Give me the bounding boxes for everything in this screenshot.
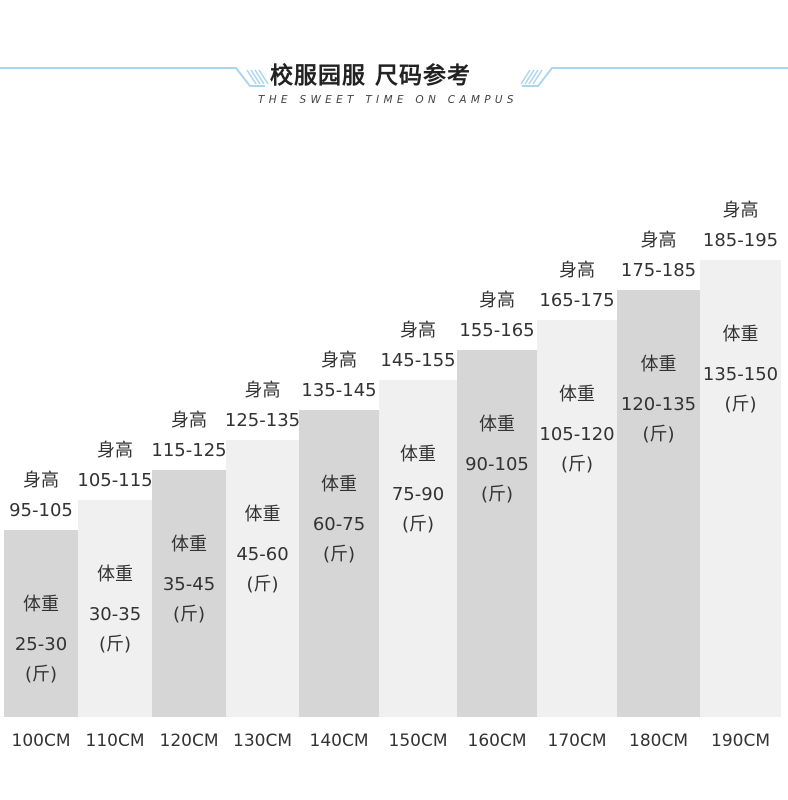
height-label-title: 身高 xyxy=(171,410,207,431)
weight-label-value: 135-150 xyxy=(702,364,779,385)
height-label-title: 身高 xyxy=(479,290,515,311)
weight-label-title: 体重 xyxy=(400,444,436,465)
height-label: 身高 105-115 xyxy=(55,436,175,496)
height-label-title: 身高 xyxy=(244,380,281,401)
weight-label: 体重 75-90 (斤) xyxy=(379,440,457,540)
weight-label-title: 体重 xyxy=(244,504,281,525)
bar-100cm xyxy=(4,530,78,717)
weight-label-unit: (斤) xyxy=(560,454,594,475)
weight-label-unit: (斤) xyxy=(172,604,206,625)
height-label-title: 身高 xyxy=(559,260,595,281)
bar-120cm xyxy=(152,470,226,717)
weight-label-unit: (斤) xyxy=(480,484,514,505)
weight-label: 体重 135-150 (斤) xyxy=(700,320,781,420)
weight-label-title: 体重 xyxy=(722,324,759,345)
weight-label: 体重 60-75 (斤) xyxy=(299,470,379,570)
weight-label-unit: (斤) xyxy=(401,514,435,535)
height-label-value: 185-195 xyxy=(702,230,779,251)
height-label-value: 125-135 xyxy=(224,410,301,431)
height-label: 身高 185-195 xyxy=(681,196,788,256)
header-decoration xyxy=(0,67,788,87)
bar-190cm xyxy=(700,260,781,717)
height-label-title: 身高 xyxy=(97,440,133,461)
category-label: 100CM xyxy=(11,731,71,751)
weight-label-unit: (斤) xyxy=(724,394,757,415)
page-subtitle: THE SWEET TIME ON CAMPUS xyxy=(258,94,518,106)
bar-130cm xyxy=(226,440,299,717)
bar-140cm xyxy=(299,410,379,717)
weight-label-unit: (斤) xyxy=(24,664,58,685)
height-label-title: 身高 xyxy=(321,350,357,371)
weight-label-title: 体重 xyxy=(23,594,59,615)
bar-160cm xyxy=(457,350,537,717)
height-label: 身高 145-155 xyxy=(358,316,478,376)
category-label: 120CM xyxy=(159,731,219,751)
weight-label-value: 105-120 xyxy=(539,424,615,445)
category-label: 170CM xyxy=(547,731,607,751)
height-label-value: 95-105 xyxy=(9,500,73,521)
height-label-value: 175-185 xyxy=(620,260,697,281)
weight-label-title: 体重 xyxy=(479,414,515,435)
height-label-value: 165-175 xyxy=(539,290,615,311)
weight-label-value: 120-135 xyxy=(620,394,697,415)
weight-label: 体重 25-30 (斤) xyxy=(4,590,78,690)
weight-label: 体重 90-105 (斤) xyxy=(457,410,537,510)
height-label: 身高 165-175 xyxy=(517,256,637,316)
weight-label-value: 30-35 xyxy=(88,604,142,625)
weight-label: 体重 30-35 (斤) xyxy=(78,560,152,660)
height-label-value: 155-165 xyxy=(459,320,535,341)
weight-label: 体重 45-60 (斤) xyxy=(226,500,299,600)
weight-label-value: 45-60 xyxy=(236,544,289,565)
weight-label: 体重 35-45 (斤) xyxy=(152,530,226,630)
height-label: 身高 175-185 xyxy=(599,226,719,286)
weight-label: 体重 120-135 (斤) xyxy=(617,350,700,450)
height-label: 身高 135-145 xyxy=(279,346,399,406)
header-right-line xyxy=(520,67,788,87)
height-label: 身高 125-135 xyxy=(203,376,323,436)
bar-110cm xyxy=(78,500,152,717)
weight-label-value: 35-45 xyxy=(162,574,216,595)
height-label-value: 135-145 xyxy=(301,380,377,401)
chart-header: 校服园服 尺码参考 THE SWEET TIME ON CAMPUS xyxy=(0,0,788,120)
height-label-title: 身高 xyxy=(640,230,677,251)
category-label: 150CM xyxy=(388,731,448,751)
height-label: 身高 95-105 xyxy=(0,466,101,526)
category-label: 190CM xyxy=(711,731,770,751)
weight-label-unit: (斤) xyxy=(322,544,356,565)
height-label-value: 105-115 xyxy=(77,470,153,491)
page-title: 校服园服 尺码参考 xyxy=(270,62,472,89)
weight-label: 体重 105-120 (斤) xyxy=(537,380,617,480)
header-left-line xyxy=(0,67,269,87)
weight-label-value: 90-105 xyxy=(465,454,529,475)
height-label: 身高 155-165 xyxy=(437,286,557,346)
weight-label-title: 体重 xyxy=(321,474,357,495)
weight-label-value: 60-75 xyxy=(312,514,366,535)
bar-180cm xyxy=(617,290,700,717)
weight-label-unit: (斤) xyxy=(246,574,279,595)
category-label: 130CM xyxy=(233,731,292,751)
weight-label-title: 体重 xyxy=(97,564,133,585)
height-label-value: 115-125 xyxy=(151,440,227,461)
weight-label-title: 体重 xyxy=(171,534,207,555)
height-label-title: 身高 xyxy=(400,320,436,341)
height-label-title: 身高 xyxy=(722,200,759,221)
weight-label-value: 75-90 xyxy=(391,484,445,505)
weight-label-unit: (斤) xyxy=(642,424,675,445)
category-label: 140CM xyxy=(309,731,369,751)
weight-label-value: 25-30 xyxy=(14,634,68,655)
bar-150cm xyxy=(379,380,457,717)
category-label: 160CM xyxy=(467,731,527,751)
category-label: 110CM xyxy=(85,731,145,751)
weight-label-title: 体重 xyxy=(640,354,677,375)
category-label: 180CM xyxy=(629,731,688,751)
height-label: 身高 115-125 xyxy=(129,406,249,466)
weight-label-title: 体重 xyxy=(559,384,595,405)
bar-170cm xyxy=(537,320,617,717)
height-label-title: 身高 xyxy=(23,470,59,491)
height-label-value: 145-155 xyxy=(380,350,456,371)
weight-label-unit: (斤) xyxy=(98,634,132,655)
